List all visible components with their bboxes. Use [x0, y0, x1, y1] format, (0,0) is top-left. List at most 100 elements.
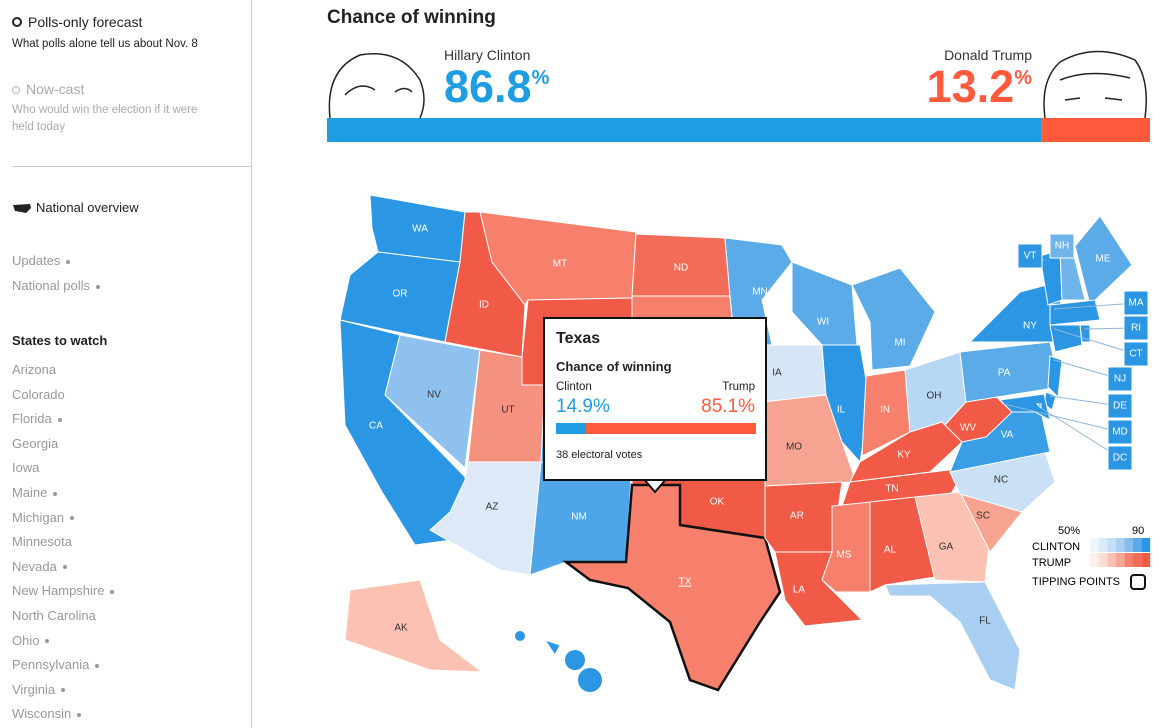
link-label[interactable]: Florida — [12, 411, 52, 427]
update-dot — [61, 688, 66, 693]
link-label[interactable]: Updates — [12, 253, 61, 268]
tooltip-bar — [556, 423, 756, 434]
tooltip: Texas Chance of winning Clinton Trump 14… — [543, 317, 767, 481]
state-label: MT — [553, 259, 567, 270]
state[interactable]: CT — [1049, 324, 1149, 367]
nav-link[interactable]: Pennsylvania — [12, 657, 100, 673]
legend-swatch — [1107, 538, 1116, 552]
link-label[interactable]: Iowa — [12, 460, 40, 476]
state-label: ID — [479, 300, 489, 311]
mode-option[interactable]: Now-cast — [12, 81, 84, 97]
link-label[interactable]: North Carolina — [12, 608, 96, 623]
state[interactable]: AR — [764, 481, 843, 553]
radio-selected[interactable] — [12, 17, 22, 27]
mode-option[interactable]: Polls-only forecast — [12, 14, 142, 30]
state-label: WI — [817, 317, 829, 328]
radio[interactable] — [12, 86, 20, 94]
nav-link[interactable]: Wisconsin — [12, 706, 82, 722]
state-shape — [791, 261, 858, 346]
link-label[interactable]: Virginia — [12, 681, 56, 697]
nav-link[interactable]: Maine — [12, 485, 58, 500]
nav-link[interactable]: Colorado — [12, 387, 65, 402]
state-shape — [339, 251, 461, 343]
mode-description: What polls alone tell us about Nov. 8 — [12, 38, 198, 50]
mode-label[interactable]: Now-cast — [26, 81, 85, 97]
state-label: MA — [1129, 298, 1144, 309]
link-label[interactable]: Maine — [12, 485, 48, 500]
state[interactable]: DC — [1035, 403, 1133, 471]
tooltip-pointer — [642, 477, 668, 494]
state[interactable]: FL — [884, 581, 1021, 691]
legend-swatch — [1090, 553, 1099, 567]
legend-swatch — [1115, 553, 1125, 567]
state-label: VT — [1024, 251, 1037, 262]
state[interactable]: MD — [998, 393, 1133, 445]
state-box — [1123, 341, 1149, 367]
state[interactable]: NJ — [1047, 355, 1133, 399]
tipping-swatch — [1130, 574, 1146, 590]
overview-link[interactable]: National overview — [12, 200, 139, 215]
link-label[interactable]: New Hampshire — [12, 583, 105, 599]
link-label[interactable]: Ohio — [12, 632, 40, 648]
update-dot — [110, 589, 115, 594]
state[interactable]: WI — [791, 261, 858, 346]
link-label[interactable]: Colorado — [12, 386, 65, 402]
state[interactable]: RI — [1079, 315, 1149, 343]
nav-link[interactable]: Georgia — [12, 436, 58, 451]
state[interactable]: MA — [1049, 290, 1149, 326]
nav-link[interactable]: Michigan — [12, 509, 75, 525]
state[interactable]: OR — [339, 251, 461, 343]
state[interactable]: NH — [1049, 233, 1086, 301]
nav-link[interactable]: Updates — [12, 253, 71, 268]
nav-link[interactable]: North Carolina — [12, 608, 96, 623]
nav-link[interactable]: Virginia — [12, 681, 66, 697]
state-label: MI — [894, 338, 905, 349]
tooltip-title: Texas — [556, 330, 601, 347]
state[interactable]: AL — [869, 496, 936, 593]
link-label[interactable]: Wisconsin — [12, 706, 72, 722]
update-dot — [66, 259, 71, 264]
island — [515, 631, 525, 641]
state[interactable]: VT — [1017, 243, 1063, 306]
state-box — [1017, 243, 1043, 269]
update-dot — [77, 712, 82, 717]
state-label: NM — [571, 512, 587, 523]
link-label[interactable]: Minnesota — [12, 534, 72, 550]
state[interactable]: PA — [959, 341, 1061, 403]
candidate-name: Clinton — [556, 381, 592, 393]
state-label: AR — [790, 511, 804, 522]
nav-link[interactable]: Minnesota — [12, 534, 72, 549]
nav-link[interactable]: National polls — [12, 278, 101, 293]
state[interactable]: ND — [631, 233, 731, 297]
link-label[interactable]: Nevada — [12, 558, 57, 574]
candidate-value: 13.2% — [927, 64, 1032, 109]
link-label[interactable]: National polls — [12, 278, 91, 293]
state[interactable]: ME — [1074, 215, 1133, 306]
overview-label[interactable]: National overview — [36, 200, 139, 215]
link-label[interactable]: Arizona — [12, 362, 57, 377]
legend-swatch — [1133, 553, 1142, 567]
nav-link[interactable]: New Hampshire — [12, 583, 115, 599]
nav-link[interactable]: Ohio — [12, 632, 50, 648]
tooltip-subtitle: Chance of winning — [556, 359, 672, 374]
state-box — [1123, 290, 1149, 316]
legend-label: TIPPING POINTS — [1032, 576, 1120, 588]
state[interactable]: HI — [515, 631, 602, 692]
state-label: ME — [1096, 254, 1111, 265]
nav-link[interactable]: Florida — [12, 411, 62, 426]
clinton-sketch — [328, 53, 425, 119]
nav-link[interactable]: Nevada — [12, 559, 67, 574]
state[interactable]: MI — [851, 267, 936, 371]
mode-label[interactable]: Polls-only forecast — [28, 14, 143, 30]
state[interactable]: WA — [369, 194, 466, 263]
nav-link[interactable]: Arizona — [12, 362, 56, 377]
state[interactable]: NV — [384, 334, 481, 470]
state[interactable]: DE — [1043, 391, 1133, 419]
link-label[interactable]: Pennsylvania — [12, 657, 90, 673]
link-label[interactable]: Georgia — [12, 435, 59, 451]
state[interactable]: TX — [562, 483, 782, 692]
link-label[interactable]: Michigan — [12, 509, 65, 525]
nav-link[interactable]: Iowa — [12, 460, 39, 475]
state[interactable]: AK — [344, 579, 484, 673]
tooltip-bar-segment — [556, 423, 586, 434]
